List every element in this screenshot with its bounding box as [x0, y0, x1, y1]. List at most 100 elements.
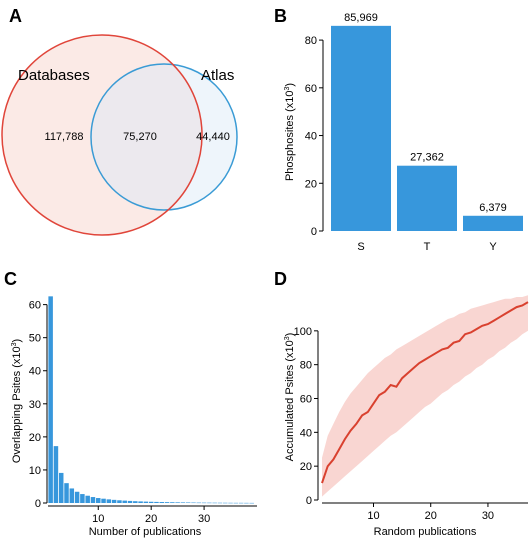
panel-b-x-tick-label: Y	[489, 241, 497, 253]
panel-b-bar-T	[397, 165, 457, 231]
region-atlas-only: 44,440	[196, 131, 230, 143]
panel-c-bar	[217, 502, 223, 504]
set-label-databases: Databases	[18, 67, 90, 84]
panel-c-bar	[143, 501, 149, 503]
panel-b-y-tick-label: 80	[305, 35, 317, 47]
panel-label-b: B	[274, 6, 287, 26]
panel-c-axes: 0 10 20 30 40 50 60 10 20 30	[29, 300, 257, 525]
panel-c-bar	[238, 502, 244, 504]
panel-b-x-tick-label: T	[424, 241, 431, 253]
panel-c-bar	[233, 502, 239, 504]
set-label-atlas: Atlas	[201, 67, 234, 84]
panel-c-y-tick-label: 50	[29, 333, 41, 345]
panel-b-y-tick-label: 0	[311, 226, 317, 238]
panel-label-c: C	[4, 269, 17, 289]
panel-c-bar	[106, 499, 112, 503]
panel-c-bar	[101, 498, 106, 503]
panel-b-bar-S	[331, 25, 391, 231]
panel-c-bar	[58, 472, 64, 503]
databases-circle	[1, 34, 203, 236]
panel-c-histogram: 0 10 20 30 40 50 60 10 20 30 Number of publicatio…	[11, 296, 257, 538]
panel-c-bar	[111, 499, 117, 503]
panel-b-ylabel-text: Phosphosites (x10	[284, 91, 296, 182]
panel-d-axes: 0 20 40 60 80 100 10 20 30	[294, 326, 528, 522]
panel-c-bar	[244, 502, 249, 504]
panel-c-bar	[74, 491, 80, 503]
panel-c-y-tick-label: 30	[29, 399, 41, 411]
panel-d-y-tick-label: 60	[300, 394, 312, 406]
panel-b-y-tick-label: 40	[305, 131, 317, 143]
panel-c-ylabel-text: Overlapping Psites (x10	[11, 346, 23, 463]
panel-c-bar	[180, 502, 186, 503]
panel-c-bar	[164, 502, 170, 503]
panel-c-bar	[212, 502, 217, 504]
panel-b-ylabel-close: )	[284, 83, 296, 87]
panel-d-ylabel-sup: 3	[284, 336, 291, 340]
overlap-region	[91, 64, 202, 210]
panel-c-bar	[96, 498, 101, 503]
panel-b-ylabel-sup: 3	[284, 87, 291, 91]
panel-c-y-tick-label: 20	[29, 432, 41, 444]
region-databases-only: 117,788	[45, 131, 84, 143]
panel-d-x-tick-label: 20	[425, 510, 437, 522]
panel-d-confidence-band	[322, 295, 528, 497]
panel-c-bar	[90, 497, 96, 503]
panel-c-xlabel: Number of publications	[89, 526, 202, 538]
panel-b-y-tick-label: 60	[305, 83, 317, 95]
panel-b-bar-Y	[463, 215, 523, 231]
panel-d-ylabel-text: Accumulated Psites (x10	[284, 340, 296, 461]
region-overlap: 75,270	[123, 131, 157, 143]
panel-c-bar	[64, 483, 69, 503]
panel-c-x-tick-label: 20	[145, 513, 157, 525]
panel-b-x-tick-label: S	[357, 241, 364, 253]
panel-c-bar	[122, 500, 127, 503]
panel-c-x-tick-label: 10	[92, 513, 104, 525]
panel-b-data-label: 6,379	[479, 202, 507, 214]
panel-c-ylabel-sup: 3	[11, 342, 18, 346]
panel-b-axes: 0 20 40 60 80	[305, 35, 324, 238]
panel-c-bar	[228, 502, 233, 504]
panel-d-x-tick-label: 10	[367, 510, 379, 522]
panel-d-mean-line	[321, 301, 529, 484]
panel-c-bar	[117, 500, 122, 503]
panel-d-y-tick-label: 0	[306, 495, 312, 507]
panel-c-bar	[201, 502, 207, 504]
panel-b-bars: 85,969 S 27,362 T 6,379 Y	[331, 12, 523, 253]
panel-d-marks	[321, 295, 529, 497]
panel-c-bar	[196, 502, 202, 504]
panel-d-x-tick-label: 30	[482, 510, 494, 522]
panel-c-bar	[53, 446, 59, 503]
panel-c-bar	[175, 502, 180, 503]
panel-c-bar	[80, 494, 85, 503]
panel-c-bar	[138, 501, 143, 503]
panel-c-bar	[223, 502, 228, 504]
panel-d-ylabel-close: )	[284, 333, 296, 337]
panel-d-xlabel: Random publications	[374, 526, 477, 538]
panel-c-y-tick-label: 10	[29, 465, 41, 477]
panel-c-bar	[133, 501, 138, 503]
panel-c-bars	[48, 296, 254, 504]
panel-c-bar	[69, 488, 75, 503]
panel-c-bar	[154, 501, 159, 503]
panel-label-a: A	[9, 6, 22, 26]
venn-diagram: Databases Atlas 117,788 75,270 44,440	[1, 34, 238, 236]
panel-c-bar	[127, 500, 133, 503]
panel-c-y-tick-label: 60	[29, 300, 41, 312]
panel-c-bar	[48, 296, 53, 503]
panel-c-bar	[148, 501, 154, 503]
panel-c-bar	[207, 502, 212, 504]
panel-d-line-chart: 0 20 40 60 80 100 10 20 30 Random publications A…	[284, 295, 529, 538]
panel-c-y-tick-label: 40	[29, 366, 41, 378]
panel-c-x-tick-label: 30	[198, 513, 210, 525]
panel-d-ylabel: Accumulated Psites (x103)	[284, 333, 296, 462]
panel-b-y-tick-label: 20	[305, 178, 317, 190]
panel-c-bar	[249, 502, 254, 504]
panel-b-data-label: 85,969	[344, 12, 378, 24]
panel-b-data-label: 27,362	[410, 152, 444, 164]
panel-b-ylabel: Phosphosites (x103)	[284, 83, 296, 181]
atlas-circle	[90, 63, 238, 211]
panel-c-bar	[170, 502, 175, 503]
panel-d-y-tick-label: 20	[300, 461, 312, 473]
panel-c-bar	[85, 495, 90, 503]
